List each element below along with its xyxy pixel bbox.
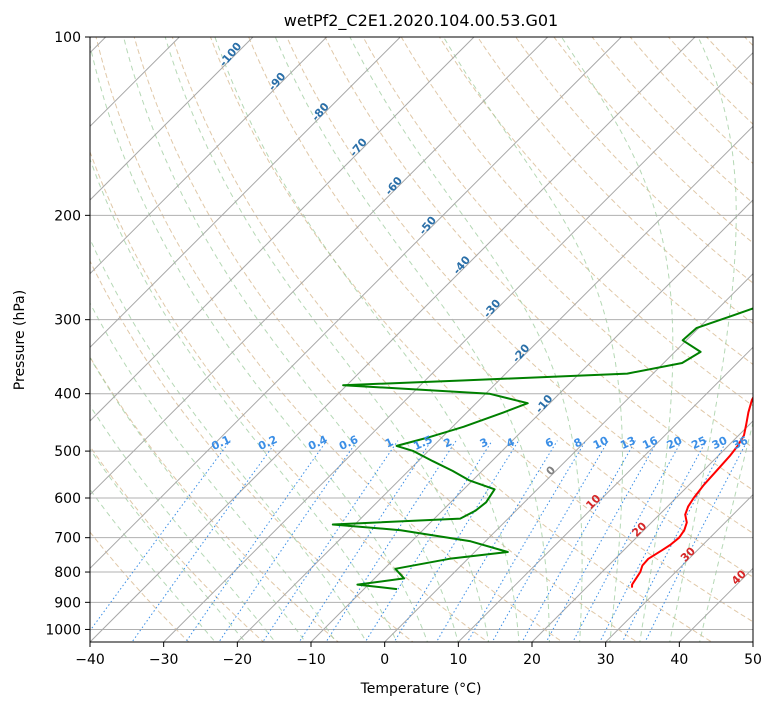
- dry-adiabat: [477, 37, 753, 325]
- mixing-ratio-label: 10: [591, 434, 611, 452]
- dry-adiabat: [90, 259, 414, 642]
- mixing-ratio-line: [262, 440, 399, 642]
- isobar-gridlines: [90, 37, 753, 630]
- y-tick-label: 500: [54, 444, 81, 460]
- isotherm-line: [163, 51, 753, 642]
- mixing-ratio-line: [298, 440, 432, 642]
- isotherm-line: [310, 199, 753, 642]
- y-tick-label: 400: [54, 387, 81, 403]
- mixing-ratio-line: [491, 440, 609, 642]
- y-tick-label: 800: [54, 565, 81, 581]
- isotherm-line: [90, 37, 622, 570]
- x-tick-label: 30: [597, 652, 615, 668]
- mixing-ratio-label: 25: [689, 434, 708, 452]
- isotherm-line: [90, 37, 475, 422]
- isotherm-gridlines: [90, 37, 753, 642]
- mixing-ratio-line: [545, 440, 659, 642]
- mixing-ratio-lines: [90, 440, 748, 642]
- isotherm-line: [90, 37, 328, 275]
- dry-adiabat: [515, 37, 753, 284]
- y-tick-label: 100: [54, 30, 81, 46]
- isotherm-line: [90, 37, 254, 201]
- mixing-ratio-line: [131, 440, 278, 642]
- y-tick-label: 700: [54, 531, 81, 547]
- mixing-ratio-label: 13: [618, 434, 637, 452]
- x-tick-label: 40: [670, 652, 688, 668]
- mixing-ratio-line: [466, 440, 587, 642]
- dry-adiabat: [362, 37, 753, 449]
- temperature-line: [631, 395, 753, 588]
- mixing-ratio-line: [621, 440, 728, 642]
- y-tick-label: 200: [54, 208, 81, 224]
- y-tick-label: 900: [54, 595, 81, 611]
- isotherm-line: [236, 125, 753, 642]
- plot-frame: [89, 36, 754, 643]
- x-tick-label: −30: [149, 652, 179, 668]
- mixing-ratio-label: 30: [710, 434, 730, 452]
- isotherm-line: [90, 37, 549, 496]
- dry-adiabat: [90, 356, 340, 642]
- y-tick-label: 300: [54, 313, 81, 329]
- mixing-ratio-line: [325, 440, 457, 642]
- dry-adiabat: [95, 37, 564, 642]
- y-axis-label: Pressure (hPa): [12, 290, 28, 390]
- mixing-ratio-line: [599, 440, 707, 642]
- moist-adiabat: [90, 157, 398, 642]
- dry-adiabat: [171, 37, 713, 642]
- profile-series: [331, 307, 753, 591]
- dewpoint-line: [331, 307, 753, 591]
- isotherm-line: [531, 420, 753, 642]
- mixing-ratio-line: [644, 440, 748, 642]
- x-tick-label: 0: [380, 652, 389, 668]
- mixing-ratio-label: 36: [731, 434, 751, 452]
- y-tick-label: 600: [54, 491, 81, 507]
- moist-adiabat: [214, 37, 520, 642]
- isotherm-line: [384, 272, 753, 642]
- isotherm-line: [605, 493, 753, 642]
- isotherm-line: [457, 346, 753, 642]
- dry-adiabat: [90, 445, 265, 642]
- mixing-ratio-label: 16: [640, 434, 660, 452]
- y-tick-label: 1000: [45, 622, 81, 638]
- dry-adiabat: [400, 37, 753, 407]
- mixing-ratio-label: 20: [665, 434, 685, 452]
- mixing-ratio-line: [435, 440, 558, 642]
- x-axis-label: Temperature (°C): [360, 681, 482, 697]
- x-tick-label: −10: [296, 652, 326, 668]
- isotherm-line: [90, 37, 696, 642]
- x-tick-label: −20: [223, 652, 253, 668]
- x-tick-label: 10: [449, 652, 467, 668]
- x-axis-ticks: −40 −30 −20 −10 0 10 20 30 40 50: [75, 642, 762, 668]
- y-axis-ticks: 100 200 300 400 500 600 700 800 900 1000: [45, 30, 90, 638]
- moist-adiabat: [669, 37, 737, 642]
- mixing-ratio-line: [521, 440, 637, 642]
- chart-title: wetPf2_C2E1.2020.104.00.53.G01: [284, 11, 558, 31]
- dry-adiabat: [209, 37, 753, 623]
- isotherm-line: [90, 37, 401, 349]
- x-tick-label: 50: [744, 652, 762, 668]
- x-tick-label: −40: [75, 652, 105, 668]
- dry-adiabat: [248, 37, 753, 578]
- dry-adiabat: [90, 531, 190, 642]
- x-tick-label: 20: [523, 652, 541, 668]
- mixing-ratio-line: [572, 440, 683, 642]
- dry-adiabat: [133, 37, 638, 642]
- mixing-ratio-line: [364, 440, 493, 642]
